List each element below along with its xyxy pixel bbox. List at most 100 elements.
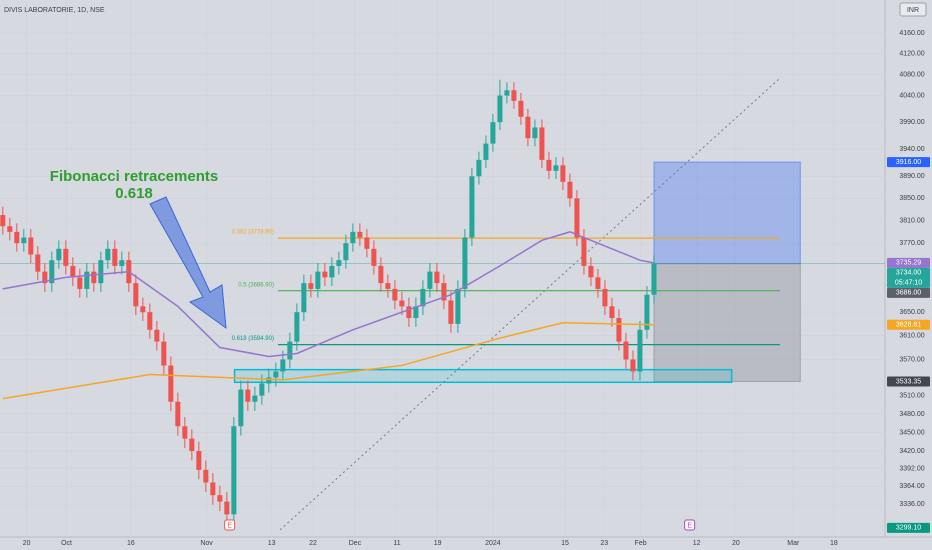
y-tick-label: 3770.00 [899,240,924,247]
fib-label: 0.382 (3778.90) [232,230,274,236]
price-label: 3734.00 [896,270,921,277]
y-tick-label: 3392.00 [899,465,924,472]
trend-line [279,77,781,531]
candle-body [28,237,34,255]
candle-body [539,127,545,160]
candle-body [329,265,335,278]
y-tick-label: 4160.00 [899,30,924,37]
candle-body [448,300,454,324]
candle-body [7,226,13,232]
x-tick-label: Feb [635,540,647,547]
candle-body [308,283,314,289]
candle-body [567,181,573,199]
y-tick-label: 3990.00 [899,119,924,126]
candle-body [161,341,167,366]
candle-body [294,312,300,342]
candle-body [140,306,146,313]
x-tick-label: 18 [830,540,838,547]
price-label-box [887,257,930,268]
candle-body [462,237,468,289]
candle-body [392,288,398,301]
event-marker [224,519,236,531]
candle-body [259,383,265,396]
candle-body [224,501,230,515]
candle-body [133,283,139,307]
candle-body [105,248,111,261]
candle-body [427,271,433,289]
y-tick-label: 4040.00 [899,92,924,99]
candle-body [532,127,538,139]
price-label-box [887,522,930,533]
candle-body [189,438,195,452]
x-tick-label: 20 [732,540,740,547]
candle-body [154,329,160,342]
candle-body [119,260,125,266]
candle-body [497,95,503,123]
x-tick-label: 2024 [485,540,501,547]
event-marker [684,519,696,531]
y-tick-label: 3450.00 [899,429,924,436]
candle-body [63,248,69,266]
y-tick-label: 4080.00 [899,71,924,78]
candle-body [616,318,622,342]
price-label-box [887,267,930,288]
price-label: 3299.10 [896,525,921,532]
candle-body [280,359,286,372]
candle-body [175,401,181,427]
candle-body [644,294,650,330]
candle-body [98,260,104,284]
candle-body [399,300,405,307]
candle-body [560,165,566,182]
candle-body [357,231,363,238]
candle-body [350,231,356,244]
candle-body [21,237,27,244]
zone [653,161,801,265]
currency-button[interactable] [899,2,927,17]
candle-body [245,389,251,402]
x-tick-label: 11 [393,540,400,547]
x-tick-label: Dec [349,540,362,547]
annotation-arrow [149,196,227,330]
price-label-box [887,319,930,330]
x-tick-label: 16 [127,540,135,547]
candle-body [602,288,608,307]
candle-body [196,451,202,470]
event-label: E [687,522,692,529]
x-tick-label: 15 [561,540,569,547]
y-tick-label: 3570.00 [899,356,924,363]
candle-body [483,143,489,160]
candle-body [574,198,580,238]
x-tick-label: 20 [23,540,31,547]
fib-label: 0.5 (3686.90) [238,282,274,288]
candle-body [651,263,657,295]
candle-body [203,469,209,483]
candle-body [476,159,482,177]
candle-body [504,90,510,96]
candle-body [70,265,76,278]
y-tick-label: 3940.00 [899,146,924,153]
chart-title: DIVIS LABORATORIE, 1D, NSE [4,7,105,14]
candle-body [210,482,216,496]
moving-average [2,231,655,358]
candle-body [378,265,384,284]
candle-body [609,306,615,319]
candle-body [301,283,307,313]
annotation-text: 0.618 [115,185,153,202]
candle-body [364,237,370,249]
price-label: 3735.29 [896,260,921,267]
price-label-box [887,376,930,387]
candle-body [49,260,55,284]
x-tick-label: 12 [693,540,701,547]
plot: 0.382 (3778.90) 0.5 (3686.90) 0.618 (3594.… [0,77,885,531]
annotation-text: Fibonacci retracements [50,168,218,185]
moving-average [2,321,654,400]
candle-body [546,159,552,171]
y-tick-label: 3420.00 [899,448,924,455]
price-label: 3686.00 [896,290,921,297]
currency-label[interactable]: INR [907,7,919,14]
candle-body [406,306,412,319]
candle-body [168,365,174,402]
y-tick-label: 3650.00 [899,309,924,316]
y-tick-label: 4120.00 [899,51,924,58]
candle-body [637,329,643,372]
